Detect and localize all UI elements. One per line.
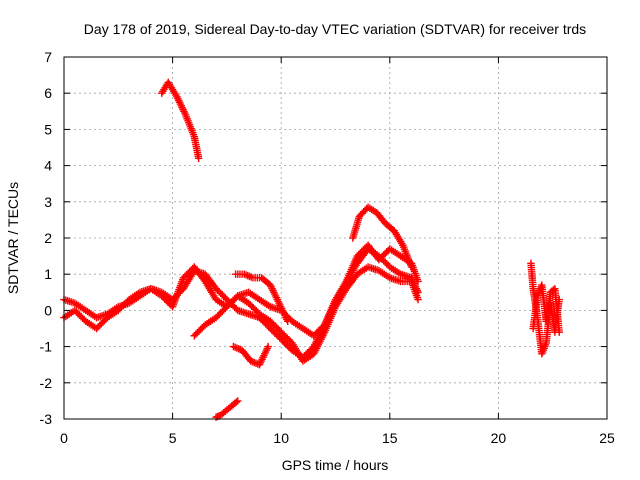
y-tick-label: 0 [44,302,52,318]
series-track-e [212,397,242,421]
x-tick-label: 20 [491,430,507,446]
x-axis-label: GPS time / hours [282,457,389,473]
y-tick-label: 3 [44,194,52,210]
grid-lines [64,57,607,419]
series-track-d [158,78,203,163]
data-point [555,328,563,336]
x-tick-label: 5 [169,430,177,446]
y-tick-label: -2 [40,375,53,391]
series-track-j [529,281,563,336]
x-tick-label: 10 [273,430,289,446]
x-tick-label: 15 [382,430,398,446]
series-track-g [231,270,292,325]
y-tick-label: 2 [44,230,52,246]
data-point [407,263,416,271]
y-tick-label: -1 [40,339,53,355]
y-tick-label: 1 [44,266,52,282]
series-track-h [349,203,416,271]
x-tick-label: 25 [599,430,615,446]
data-point [414,277,422,286]
y-tick-label: 6 [44,85,52,101]
data-point [284,317,292,325]
data-point [264,342,272,351]
y-tick-label: 4 [44,158,52,174]
axis-ticks: 0 5 10 15 20 25 -3 -2 -1 0 1 2 3 4 5 6 7 [40,49,615,446]
x-tick-label: 0 [60,430,68,446]
data-point [194,154,203,163]
y-axis-label: SDTVAR / TECUs [5,182,21,294]
series-track-f [229,342,272,369]
y-tick-label: 7 [44,49,52,65]
data-point [414,295,422,304]
series-track-c [190,241,422,340]
y-tick-label: -3 [40,411,53,427]
data-marks [60,78,563,421]
y-tick-label: 5 [44,121,52,137]
chart-title: Day 178 of 2019, Sidereal Day-to-day VTE… [84,21,586,37]
data-point [234,397,242,405]
series-track-a [60,245,422,362]
